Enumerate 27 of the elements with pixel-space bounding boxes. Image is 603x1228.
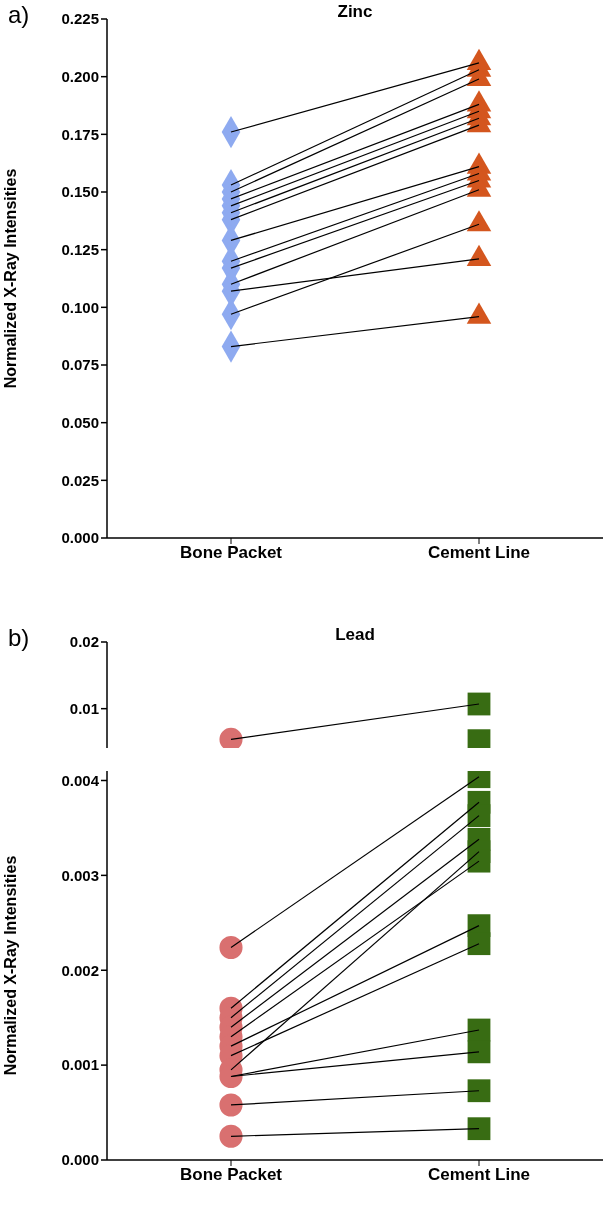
y-tick-label: 0.000	[61, 529, 99, 547]
x-tick-label: Cement Line	[427, 543, 531, 563]
y-tick-label: 0.225	[61, 10, 99, 28]
y-tick-label: 0.075	[61, 356, 99, 374]
y-tick-label: 0.000	[61, 1151, 99, 1169]
y-axis-title: Normalized X-Ray Intensities	[1, 168, 19, 389]
y-tick-label: 0.001	[61, 1056, 99, 1074]
x-tick-label: Bone Packet	[179, 1165, 283, 1185]
y-tick-label: 0.150	[61, 183, 99, 201]
text: a)	[8, 1, 30, 29]
chart-title: Lead	[334, 625, 376, 645]
y-tick-label: 0.200	[61, 67, 99, 85]
chart-title: Zinc	[336, 2, 374, 22]
y-tick-label: 0.050	[61, 413, 99, 431]
y-tick-label: 0.175	[61, 125, 99, 143]
y-tick-label: 0.100	[61, 298, 99, 316]
x-tick-label: Cement Line	[427, 1165, 531, 1185]
y-tick-label: 0.003	[61, 866, 99, 884]
y-tick-label: 0.004	[61, 771, 100, 789]
y-tick-label: 0.02	[69, 633, 99, 651]
y-tick-label: 0.025	[61, 471, 99, 489]
y-axis-title: Normalized X-Ray Intensities	[1, 855, 19, 1076]
y-tick-label: 0.01	[69, 699, 99, 717]
x-tick-label: Bone Packet	[179, 543, 283, 563]
y-tick-label: 0.125	[61, 240, 99, 258]
y-tick-label: 0.002	[61, 961, 99, 979]
text: b)	[8, 624, 30, 652]
